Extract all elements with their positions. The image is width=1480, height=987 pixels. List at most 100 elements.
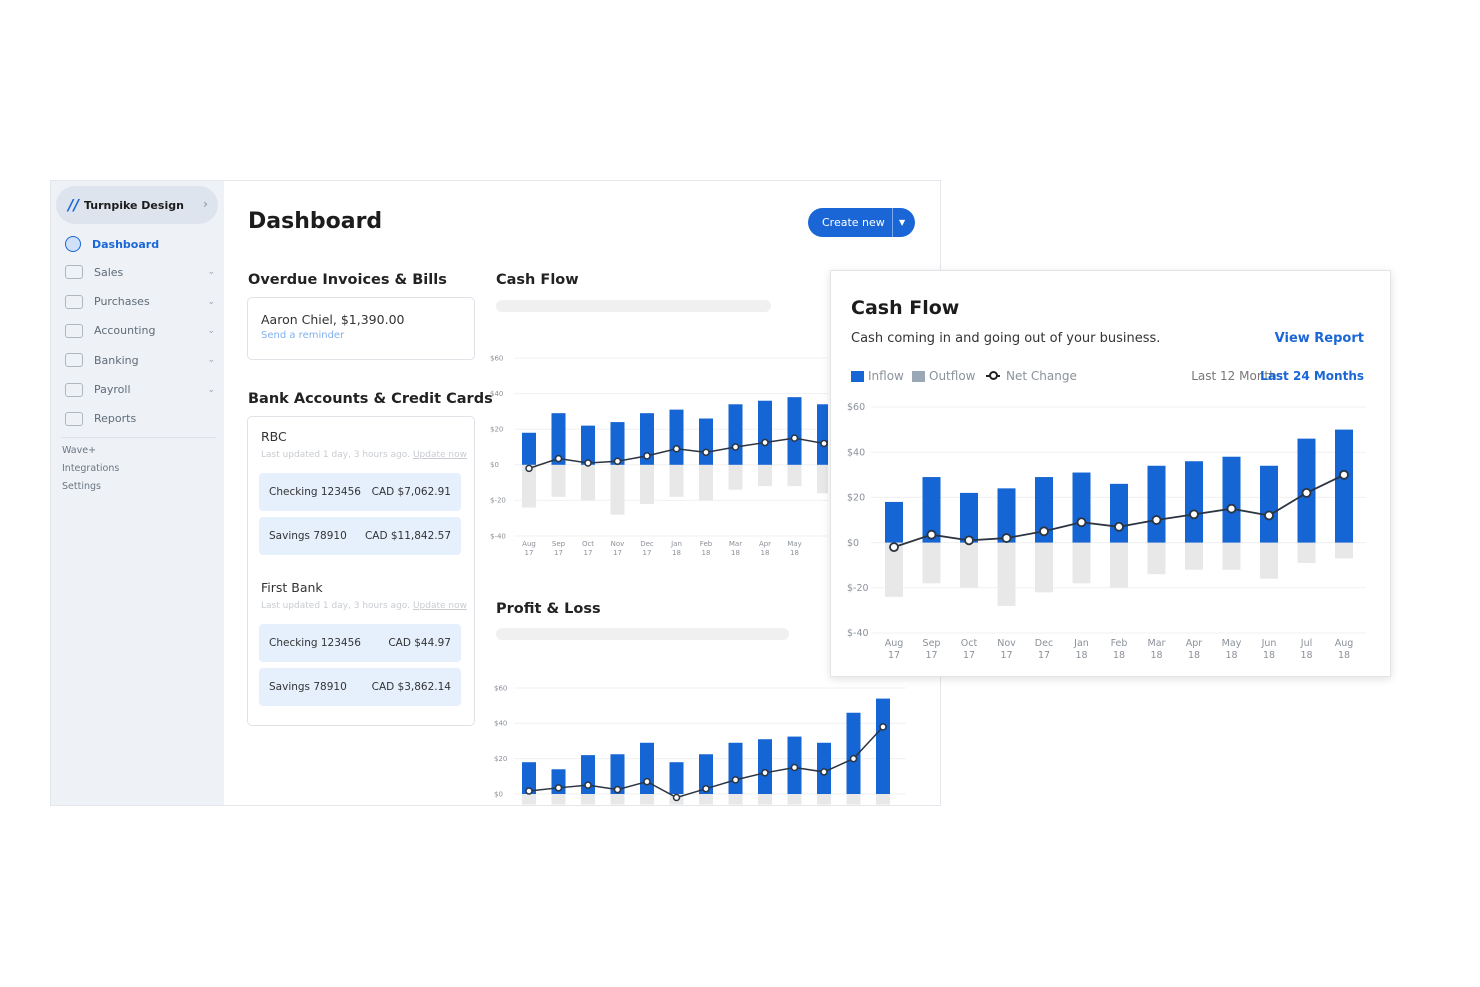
y-tick-label: $40 — [494, 720, 507, 728]
sidebar-item-label: Payroll — [94, 383, 131, 396]
sidebar-item-sales[interactable]: Sales ⌄ — [65, 265, 215, 280]
account-name: Checking 123456 — [269, 637, 361, 649]
cash-flow-widget-title: Cash Flow — [496, 272, 579, 288]
inflow-bar — [997, 488, 1016, 543]
x-tick-label: May — [1222, 638, 1242, 649]
range-last-12-months[interactable]: Last 12 Months — [1191, 369, 1283, 383]
account-name: Checking 123456 — [269, 486, 361, 498]
sidebar-item-payroll[interactable]: Payroll ⌄ — [65, 382, 215, 397]
business-name: Turnpike Design — [83, 198, 184, 212]
chevron-down-icon[interactable]: ⌄ — [207, 325, 215, 336]
outflow-bar — [787, 464, 802, 487]
account-row[interactable]: Savings 78910 CAD $11,842.57 — [259, 517, 461, 555]
outflow-bar — [922, 542, 941, 584]
range-last-24-months[interactable]: Last 24 Months — [1260, 369, 1364, 383]
legend-outflow: Outflow — [912, 369, 975, 383]
y-tick-label: $60 — [490, 354, 503, 362]
net-change-point — [820, 439, 828, 448]
account-row[interactable]: Checking 123456 CAD $44.97 — [259, 624, 461, 662]
net-change-marker-icon — [986, 371, 1000, 381]
net-change-point — [964, 535, 974, 546]
business-switcher[interactable]: // Turnpike Design › — [56, 186, 218, 224]
sidebar-item-label: Banking — [94, 353, 139, 367]
bank-accounts-card: RBC Last updated 1 day, 3 hours ago. Upda… — [247, 416, 475, 726]
net-change-point — [761, 769, 769, 777]
x-tick-label: Sep — [923, 638, 941, 649]
sidebar-item-purchases[interactable]: Purchases ⌄ — [65, 294, 215, 309]
inflow-bar — [669, 762, 684, 794]
account-row[interactable]: Checking 123456 CAD $7,062.91 — [259, 473, 461, 511]
outflow-bar — [787, 794, 802, 805]
x-tick-label: 17 — [963, 650, 975, 661]
net-change-point — [584, 781, 592, 789]
x-tick-label: Nov — [997, 638, 1016, 649]
inflow-bar — [876, 698, 890, 794]
account-balance: CAD $11,842.57 — [364, 530, 451, 542]
x-tick-label: Feb — [1111, 638, 1128, 649]
net-change-point — [1151, 515, 1162, 525]
net-change-point — [613, 457, 622, 465]
outflow-bar — [522, 464, 536, 508]
y-tick-label: $-40 — [847, 628, 869, 639]
net-change-point — [643, 452, 651, 460]
caret-down-icon[interactable]: ▼ — [899, 218, 906, 227]
sidebar-link-wave-plus[interactable]: Wave+ — [62, 445, 97, 456]
sidebar-link-settings[interactable]: Settings — [62, 481, 101, 492]
y-tick-label: $0 — [494, 790, 503, 798]
update-now-link[interactable]: Update now — [412, 450, 467, 460]
outflow-bar — [817, 794, 831, 805]
bank-name: First Bank — [261, 580, 323, 595]
sidebar-item-label: Purchases — [94, 295, 150, 309]
sidebar-item-dashboard[interactable]: Dashboard — [65, 236, 215, 252]
sidebar-item-banking[interactable]: Banking ⌄ — [65, 353, 215, 368]
bank-accounts-title: Bank Accounts & Credit Cards — [248, 391, 493, 407]
x-tick-label: Jan — [670, 540, 682, 548]
x-tick-label: Mar — [1148, 638, 1166, 649]
create-new-button[interactable]: Create new ▼ — [808, 208, 915, 237]
x-tick-label: Aug — [885, 638, 904, 649]
view-report-link[interactable]: View Report — [1274, 331, 1364, 346]
sidebar-item-label: Reports — [94, 412, 137, 426]
inflow-bar — [699, 418, 713, 465]
inflow-bar — [1222, 456, 1241, 543]
x-tick-label: 17 — [888, 650, 900, 661]
x-tick-label: Jul — [1300, 638, 1312, 649]
send-reminder-link[interactable]: Send a reminder — [261, 330, 345, 341]
outflow-bar — [960, 542, 978, 588]
chevron-down-icon[interactable]: ⌄ — [207, 384, 215, 395]
account-balance: CAD $7,062.91 — [371, 486, 451, 498]
chevron-down-icon[interactable]: ⌄ — [207, 267, 215, 278]
chevron-down-icon[interactable]: ⌄ — [207, 355, 215, 366]
outflow-bar — [699, 794, 713, 805]
chevron-down-icon[interactable]: ⌄ — [207, 296, 215, 307]
update-now-link[interactable]: Update now — [412, 601, 467, 611]
outflow-swatch — [912, 370, 925, 382]
account-row[interactable]: Savings 78910 CAD $3,862.14 — [259, 668, 461, 706]
net-change-point — [554, 454, 563, 463]
sidebar-item-reports[interactable]: Reports — [65, 411, 215, 426]
wave-logo-icon: // — [68, 196, 79, 214]
sidebar-link-integrations[interactable]: Integrations — [62, 463, 120, 474]
outflow-bar — [1035, 542, 1053, 593]
outflow-bar — [640, 464, 654, 504]
inflow-bar — [610, 422, 625, 465]
inflow-bar — [885, 501, 903, 543]
inflow-bar — [1035, 477, 1053, 543]
y-tick-label: $-40 — [490, 532, 506, 540]
x-tick-label: 17 — [1000, 650, 1012, 661]
outflow-bar — [551, 464, 566, 497]
y-tick-label: $60 — [847, 402, 865, 413]
inflow-bar — [846, 712, 861, 794]
inflow-bar — [758, 400, 772, 465]
outflow-bar — [846, 794, 861, 805]
x-tick-label: 17 — [1038, 650, 1050, 661]
outflow-bar — [1147, 542, 1166, 575]
x-tick-label: 18 — [1150, 650, 1162, 661]
sidebar-item-accounting[interactable]: Accounting ⌄ — [65, 323, 215, 338]
sales-icon — [65, 265, 83, 280]
outflow-bar — [699, 464, 713, 501]
inflow-bar — [728, 742, 743, 794]
x-tick-label: Oct — [582, 540, 594, 548]
cash-flow-placeholder-bar — [496, 300, 771, 312]
inflow-bar — [522, 432, 536, 465]
